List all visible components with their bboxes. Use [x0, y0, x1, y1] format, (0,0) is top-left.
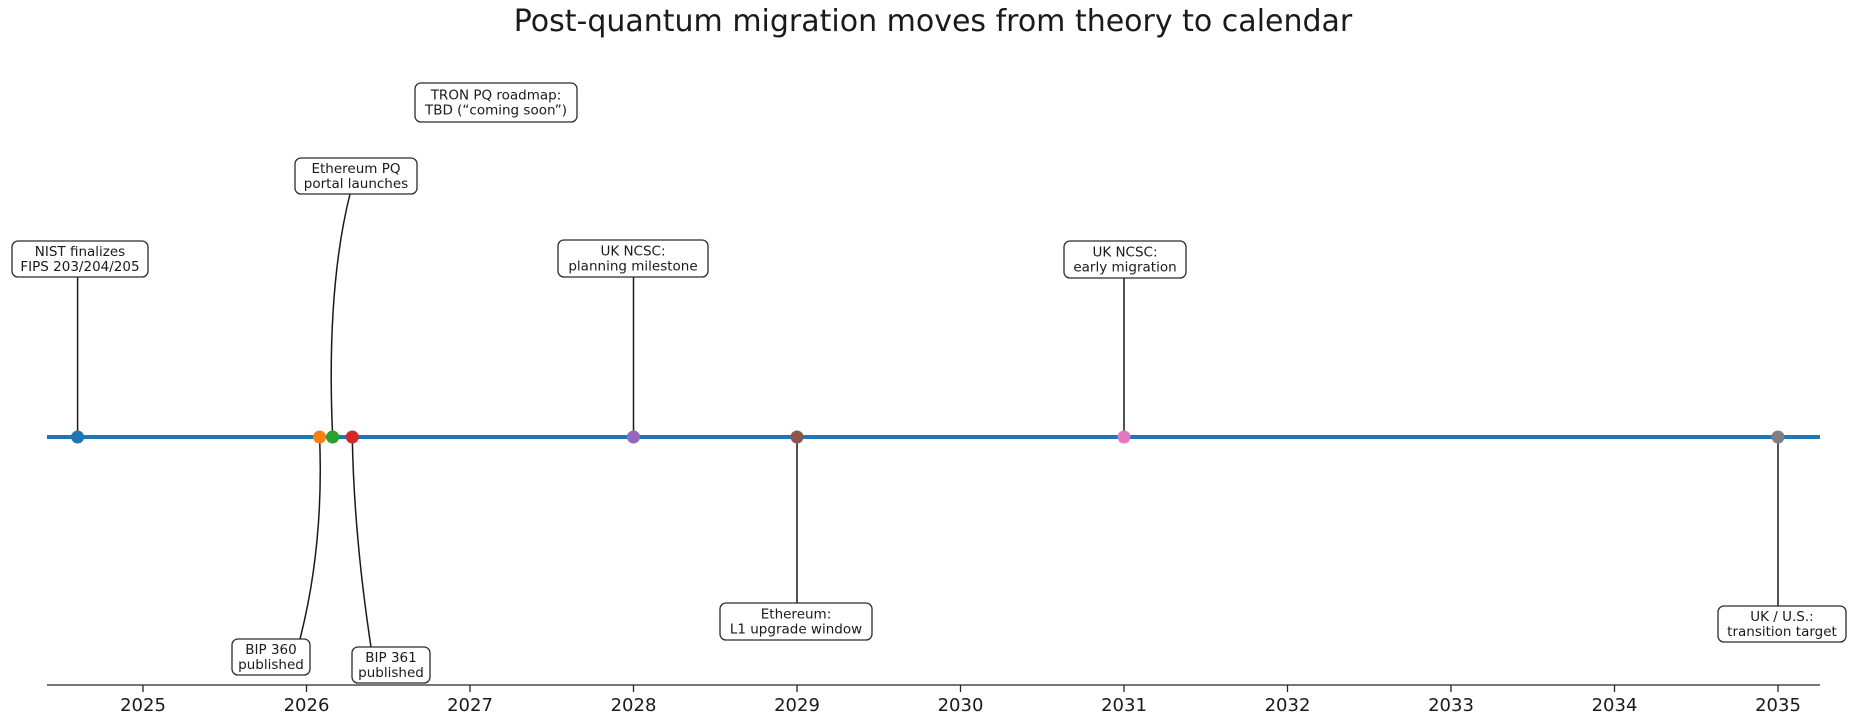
- uk-ncsc-planning-milestone-label-line1: UK NCSC:: [600, 244, 665, 260]
- bip-361-published-label-line2: published: [358, 665, 424, 681]
- ethereum-pq-portal-label-line1: Ethereum PQ: [311, 161, 400, 177]
- ethereum-l1-upgrade-window-dot: [790, 430, 804, 444]
- uk-ncsc-early-migration-label-line2: early migration: [1073, 260, 1176, 276]
- ethereum-pq-portal-connector: [330, 193, 351, 438]
- ethereum-l1-upgrade-window-box: [719, 602, 873, 641]
- uk-us-transition-target-box: [1717, 605, 1847, 643]
- bip-361-published-connector: [351, 436, 372, 648]
- uk-ncsc-early-migration-box: [1063, 240, 1187, 279]
- uk-us-transition-target-dot: [1771, 430, 1785, 444]
- tron-pq-roadmap-label-line2: TBD (“coming soon”): [424, 103, 567, 119]
- bip-361-published-label-line1: BIP 361: [365, 650, 416, 666]
- ethereum-pq-portal-box: [294, 157, 418, 195]
- uk-ncsc-planning-milestone-label-line2: planning milestone: [568, 259, 697, 275]
- x-tick-label: 2033: [1428, 695, 1474, 716]
- x-tick-label: 2029: [774, 695, 820, 716]
- uk-ncsc-early-migration-dot: [1117, 430, 1131, 444]
- bip-361-published-box: [351, 646, 431, 684]
- uk-ncsc-planning-milestone-dot: [627, 430, 640, 444]
- x-tick-label: 2031: [1101, 695, 1147, 716]
- ethereum-pq-portal-label-line2: portal launches: [304, 176, 408, 192]
- nist-fips-finalized-dot: [71, 430, 85, 444]
- nist-fips-finalized-label-line1: NIST finalizes: [35, 244, 125, 260]
- x-tick-label: 2027: [447, 695, 493, 716]
- x-tick-label: 2034: [1592, 695, 1638, 716]
- x-tick-label: 2025: [120, 695, 166, 716]
- ethereum-l1-upgrade-window-label-line2: L1 upgrade window: [730, 622, 862, 638]
- bip-360-published-connector: [299, 436, 322, 640]
- bip-360-published-label-line1: BIP 360: [245, 642, 296, 658]
- tron-pq-roadmap-box: [414, 82, 578, 123]
- x-tick-label: 2030: [938, 695, 984, 716]
- x-tick-label: 2028: [611, 695, 657, 716]
- tron-pq-roadmap-label-line1: TRON PQ roadmap:: [430, 88, 562, 104]
- bip-360-published-box: [231, 638, 311, 676]
- bip-360-published-dot: [313, 430, 327, 444]
- uk-us-transition-target-label-line2: transition target: [1727, 624, 1837, 640]
- nist-fips-finalized-box: [11, 240, 149, 278]
- uk-ncsc-early-migration-label-line1: UK NCSC:: [1092, 245, 1157, 261]
- x-tick-label: 2035: [1755, 695, 1801, 716]
- ethereum-l1-upgrade-window-label-line1: Ethereum:: [761, 607, 832, 623]
- bip-361-published-dot: [345, 430, 359, 444]
- x-tick-label: 2026: [284, 695, 330, 716]
- x-tick-label: 2032: [1265, 695, 1311, 716]
- chart-title: Post-quantum migration moves from theory…: [513, 4, 1353, 39]
- uk-ncsc-planning-milestone-box: [557, 239, 709, 278]
- uk-us-transition-target-label-line1: UK / U.S.:: [1750, 609, 1813, 625]
- bip-360-published-label-line2: published: [238, 657, 304, 673]
- nist-fips-finalized-label-line2: FIPS 203/204/205: [20, 259, 139, 275]
- ethereum-pq-portal-dot: [326, 430, 340, 444]
